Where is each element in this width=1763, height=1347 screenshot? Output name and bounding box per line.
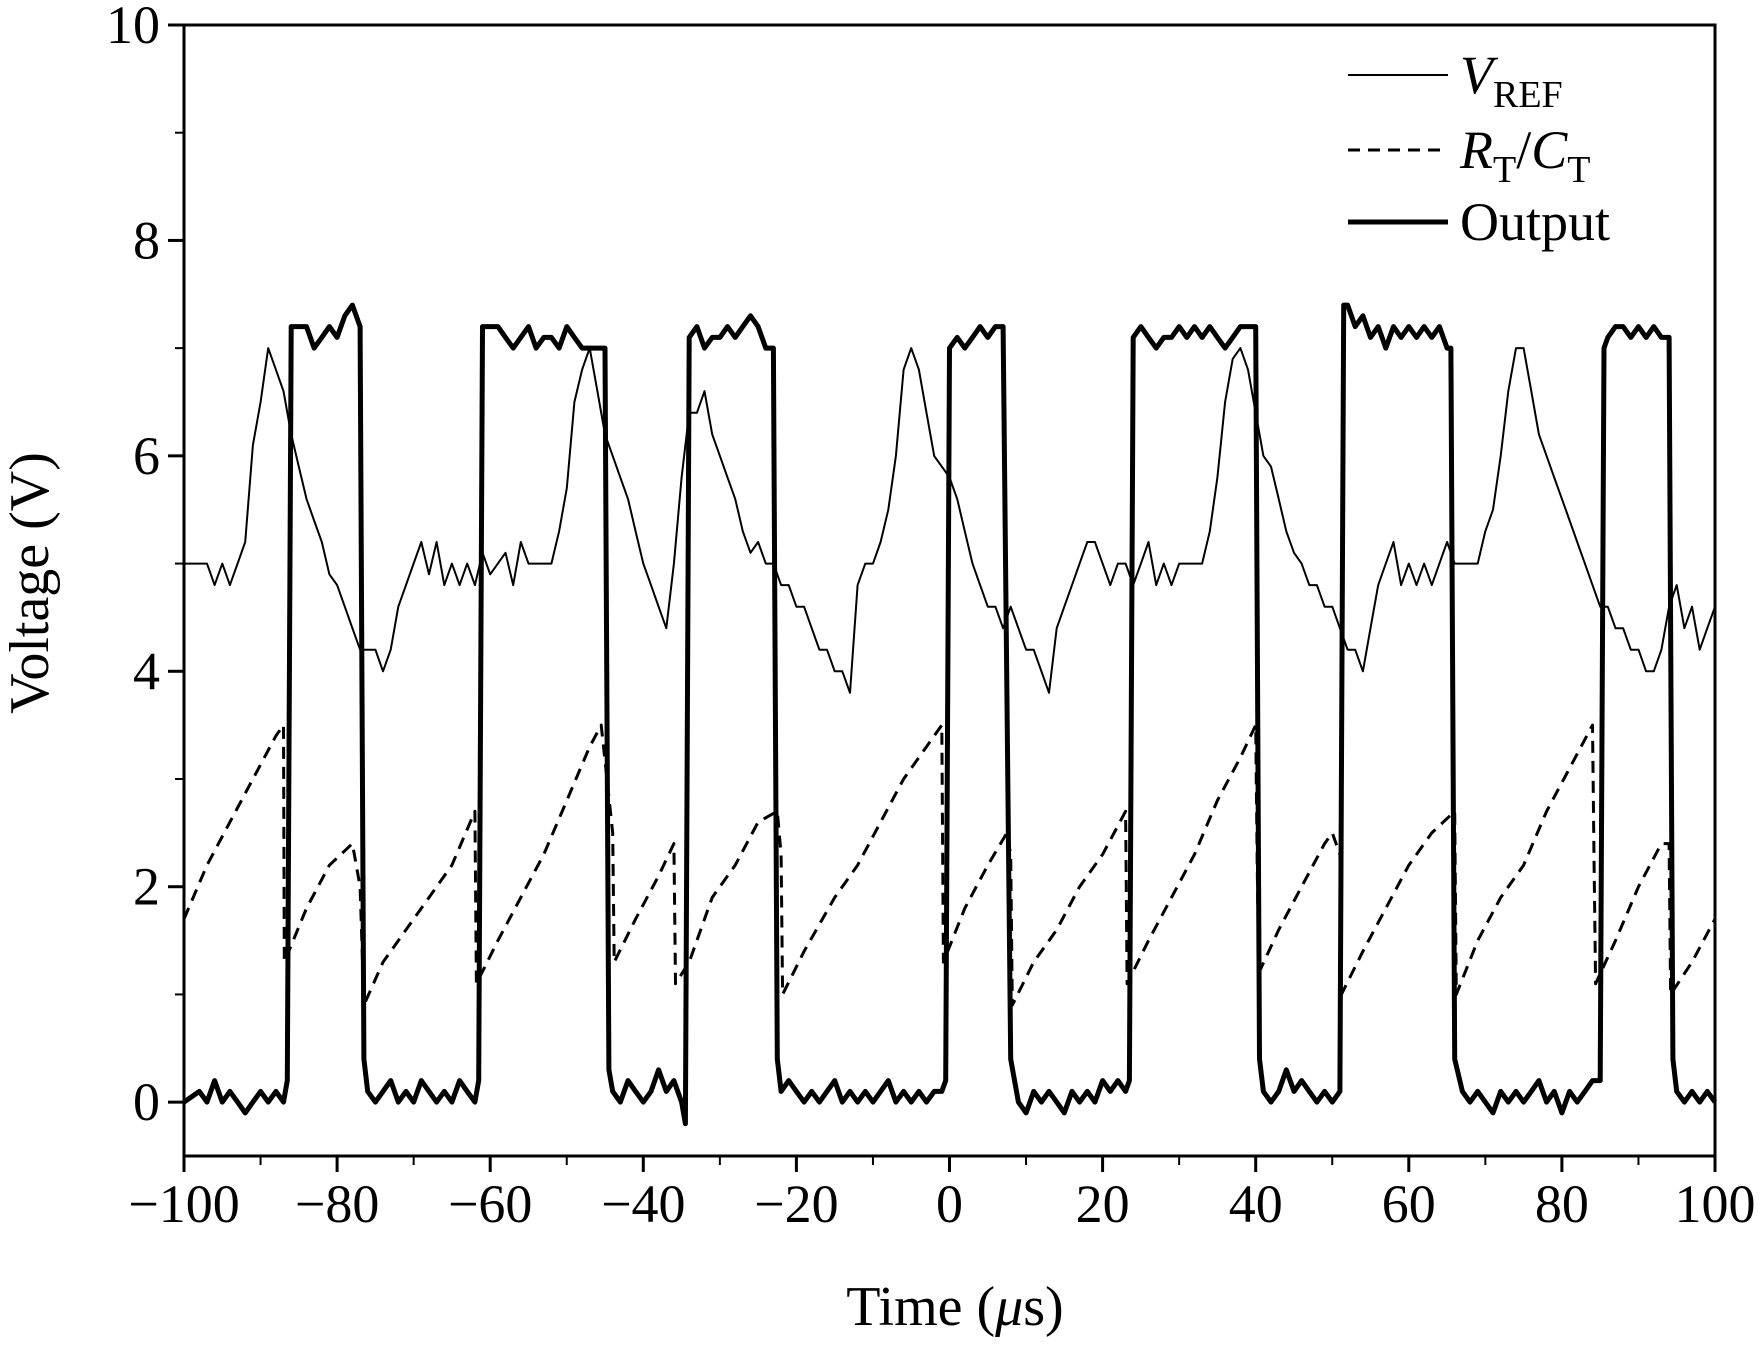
- x-tick-label: −80: [295, 1174, 379, 1234]
- y-tick-label: 8: [133, 210, 160, 270]
- y-tick-label: 4: [133, 641, 160, 701]
- x-axis-title: Time (μs): [846, 1276, 1063, 1338]
- series-layer: [182, 302, 1718, 1127]
- y-tick-label: 10: [106, 0, 160, 55]
- x-tick-label: −60: [448, 1174, 532, 1234]
- x-axis-title-prefix: Time (: [846, 1276, 995, 1338]
- y-tick-label: 2: [133, 857, 160, 917]
- legend-label-1: VREF: [1460, 45, 1563, 116]
- x-tick-label: 60: [1382, 1174, 1436, 1234]
- axes-layer: −100 −80 −60 −40 −20 0 20 40 60 80 100 0 2 4 6 8 10: [106, 0, 1756, 1234]
- y-tick-label: 6: [133, 426, 160, 486]
- x-tick-label: −40: [601, 1174, 685, 1234]
- y-tick-label: 0: [133, 1072, 160, 1132]
- x-tick-label: 80: [1535, 1174, 1589, 1234]
- x-tick-label: −100: [128, 1174, 239, 1234]
- series-line-vref: [184, 347, 1716, 694]
- x-tick-label: 0: [936, 1174, 963, 1234]
- x-tick-label: 40: [1229, 1174, 1283, 1234]
- series-line-output: [182, 302, 1718, 1127]
- x-axis-title-mu: μ: [994, 1276, 1023, 1338]
- legend-label-3: Output: [1460, 192, 1610, 252]
- x-tick-label: −20: [754, 1174, 838, 1234]
- y-axis-title: Voltage (V): [0, 452, 61, 714]
- legend-label-2: RT/CT: [1459, 120, 1590, 191]
- x-tick-label: 20: [1076, 1174, 1130, 1234]
- x-tick-label: 100: [1675, 1174, 1756, 1234]
- x-axis-title-unit: s): [1023, 1276, 1063, 1338]
